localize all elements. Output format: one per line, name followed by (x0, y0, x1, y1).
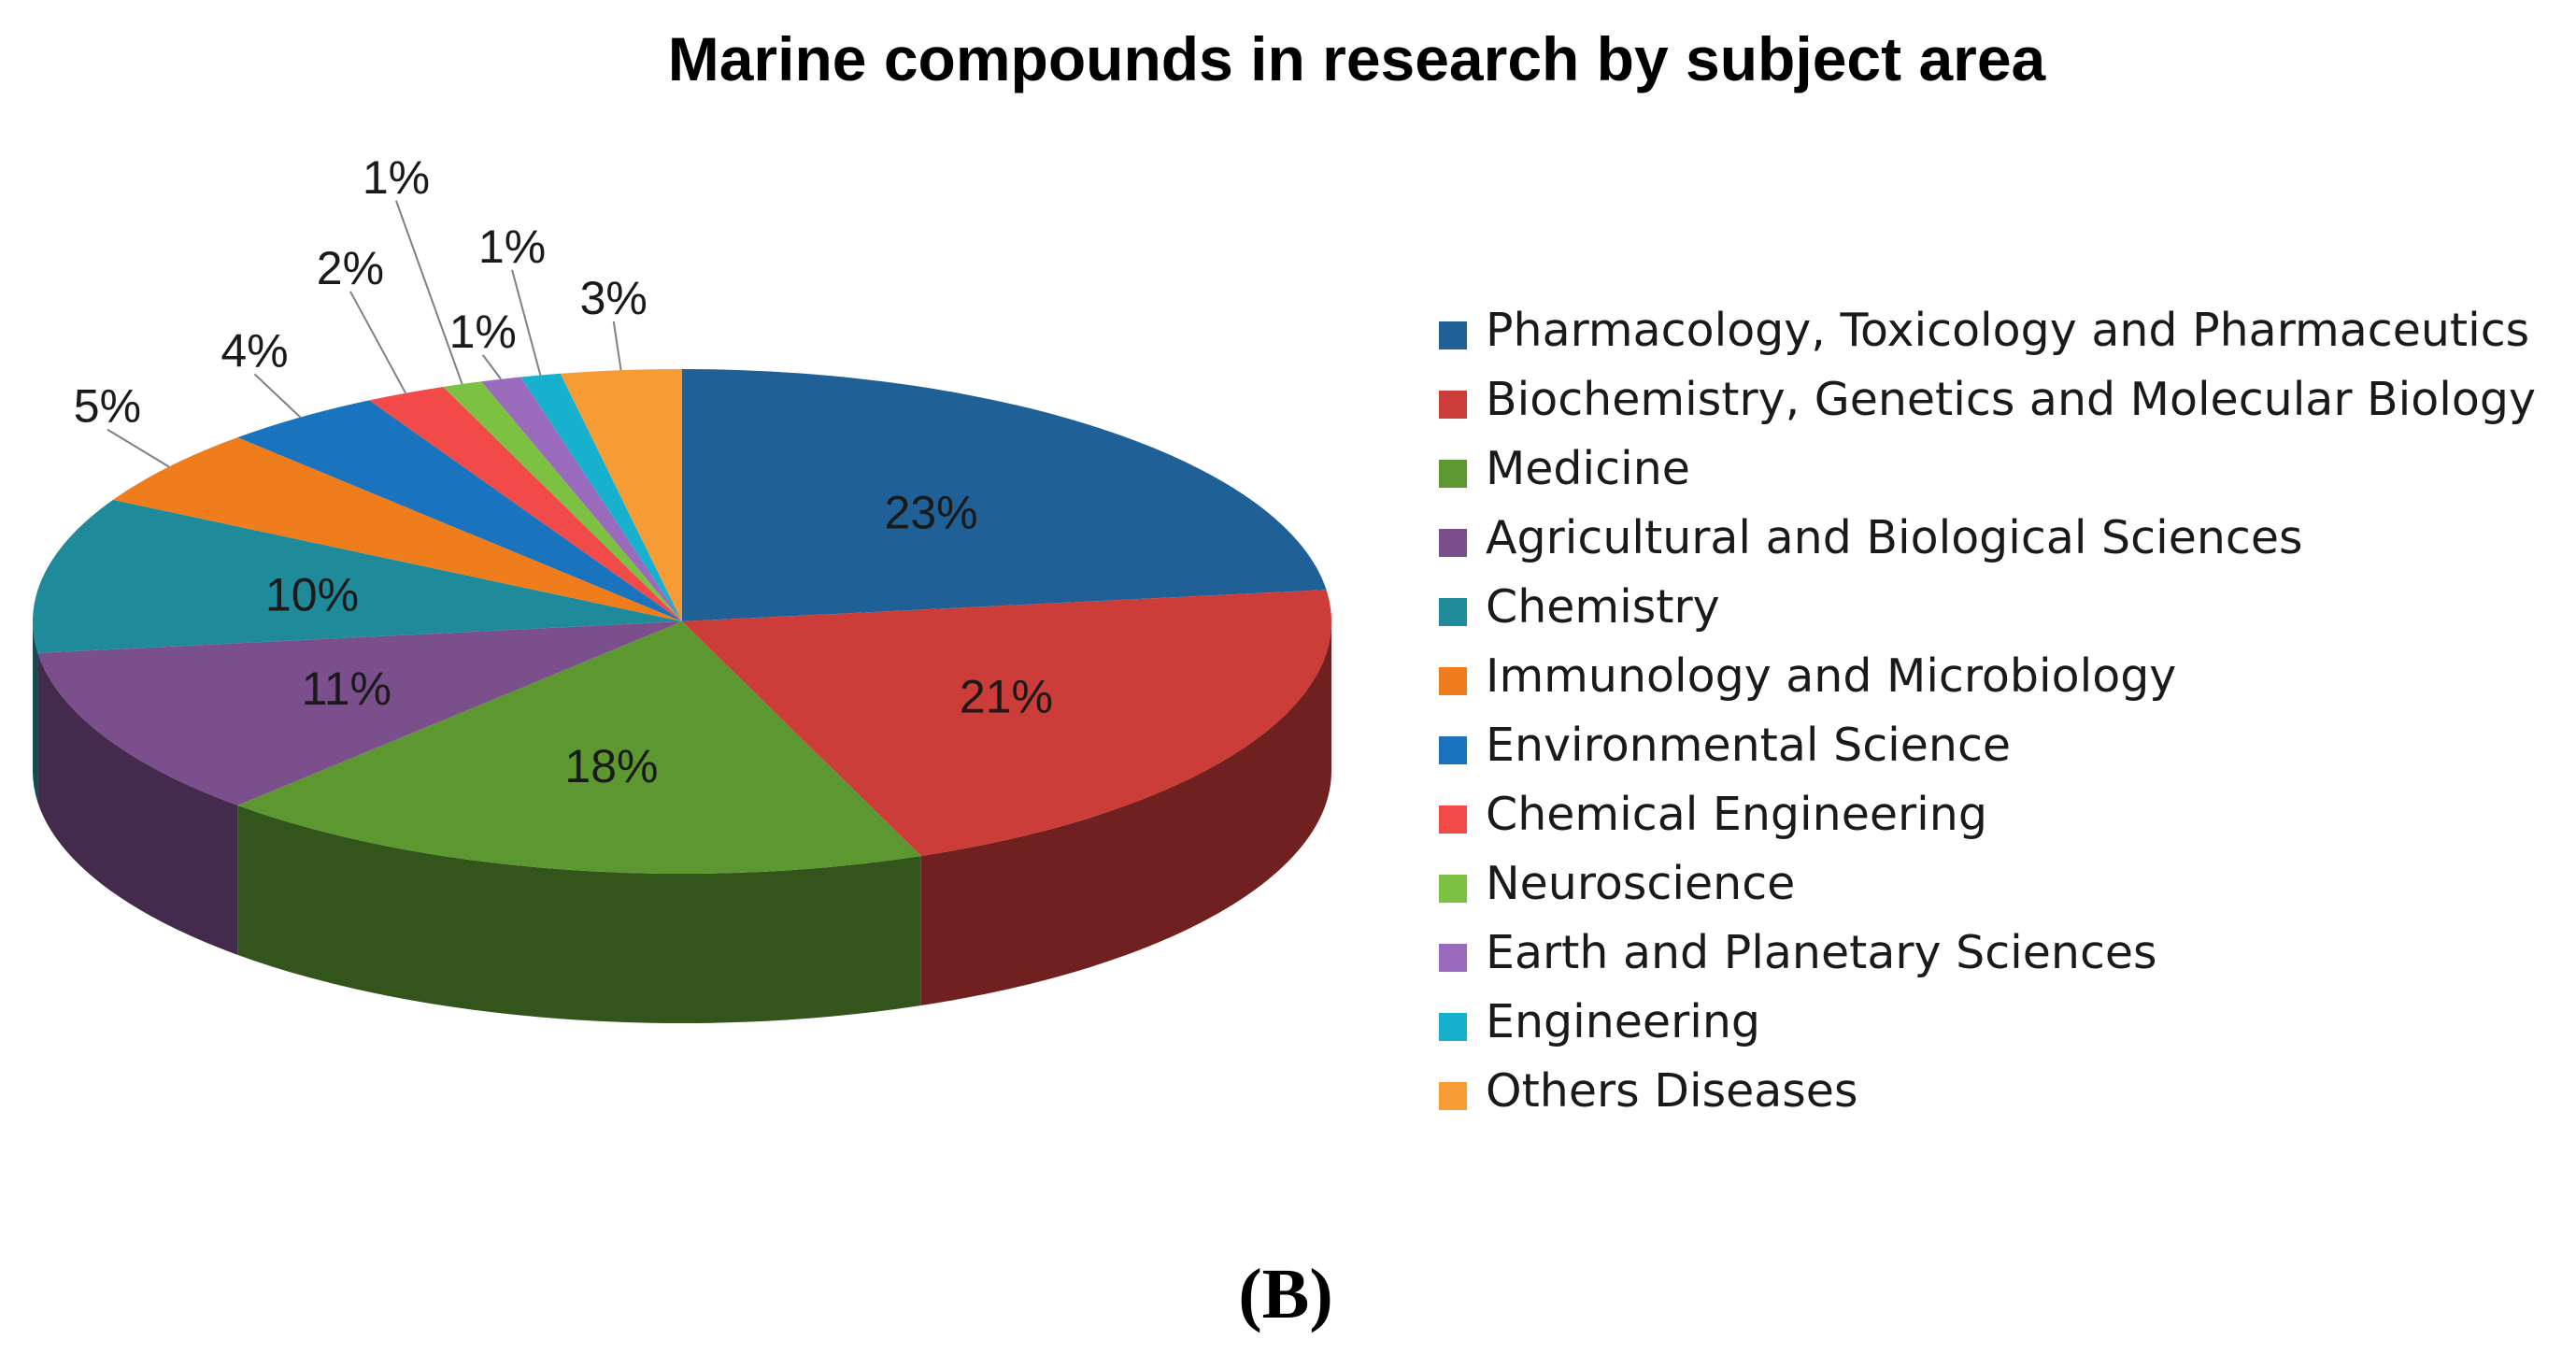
legend: Pharmacology, Toxicology and Pharmaceuti… (1439, 304, 2536, 1118)
legend-label-7: Chemical Engineering (1486, 788, 1987, 841)
legend-swatch-6 (1439, 736, 1467, 764)
pie-slice-7 (369, 386, 682, 621)
legend-swatch-7 (1439, 805, 1467, 834)
pie-side-2 (237, 805, 921, 1023)
slice-label-8: 1% (363, 151, 430, 204)
legend-swatch-2 (1439, 460, 1467, 488)
slice-label-5: 5% (74, 380, 141, 433)
slice-label-4: 10% (265, 569, 359, 621)
legend-label-0: Pharmacology, Toxicology and Pharmaceuti… (1486, 304, 2529, 357)
legend-label-6: Environmental Science (1486, 719, 2011, 772)
pie-slice-2 (237, 621, 921, 875)
pie-slice-3 (37, 621, 682, 805)
legend-label-9: Earth and Planetary Sciences (1486, 926, 2157, 979)
pie-slice-0 (682, 369, 1327, 621)
legend-swatch-4 (1439, 598, 1467, 626)
leader-line-7 (349, 291, 406, 394)
pie-slice-4 (33, 499, 683, 653)
leader-lines (107, 200, 622, 468)
legend-label-11: Others Diseases (1486, 1064, 1857, 1118)
pie-slice-9 (481, 377, 682, 621)
slice-label-6: 4% (221, 324, 288, 377)
pie-slice-1 (682, 590, 1331, 857)
leader-line-10 (511, 269, 542, 376)
slice-label-3: 11% (302, 663, 391, 715)
slice-label-7: 2% (317, 242, 384, 294)
legend-label-10: Engineering (1486, 995, 1760, 1048)
pie-tops (33, 369, 1331, 875)
pie-side-1 (920, 621, 1331, 1006)
slice-label-1: 21% (960, 671, 1053, 723)
legend-swatch-3 (1439, 529, 1467, 557)
legend-label-1: Biochemistry, Genetics and Molecular Bio… (1486, 373, 2536, 426)
percent-labels: 23% 21% 18% 11% 10% 5% 4% 2% 1% 1% 1% 3% (74, 151, 1053, 792)
leader-line-8 (395, 200, 463, 385)
slice-label-11: 3% (580, 272, 648, 324)
leader-line-11 (612, 321, 622, 371)
pie-slice-10 (520, 373, 682, 621)
slice-label-9: 1% (449, 306, 517, 358)
legend-swatch-5 (1439, 667, 1467, 695)
chart-title: Marine compounds in research by subject … (668, 24, 2047, 93)
legend-swatch-0 (1439, 321, 1467, 349)
pie-slice-6 (237, 400, 683, 621)
slice-label-10: 1% (478, 221, 546, 273)
leader-line-9 (481, 354, 502, 380)
panel-label: (B) (1238, 1255, 1332, 1333)
pie-slice-5 (112, 437, 682, 621)
legend-swatch-11 (1439, 1082, 1467, 1110)
legend-swatch-8 (1439, 875, 1467, 903)
slice-label-2: 18% (564, 740, 658, 792)
legend-label-3: Agricultural and Biological Sciences (1486, 511, 2303, 564)
legend-label-4: Chemistry (1486, 580, 1720, 634)
pie-slice-11 (560, 369, 682, 621)
legend-label-2: Medicine (1486, 442, 1690, 495)
leader-line-5 (107, 428, 170, 468)
pie-sides (33, 621, 1331, 1023)
slice-label-0: 23% (885, 487, 978, 539)
legend-label-5: Immunology and Microbiology (1486, 649, 2176, 703)
legend-swatch-9 (1439, 944, 1467, 972)
legend-swatch-10 (1439, 1013, 1467, 1041)
legend-swatch-1 (1439, 391, 1467, 419)
pie-side-4 (33, 621, 38, 803)
leader-line-6 (253, 373, 302, 419)
pie-slice-8 (443, 381, 682, 621)
pie-side-3 (37, 652, 238, 955)
legend-label-8: Neuroscience (1486, 857, 1795, 910)
